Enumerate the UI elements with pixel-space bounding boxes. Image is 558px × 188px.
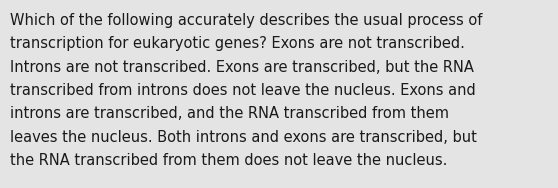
Text: Which of the following accurately describes the usual process of: Which of the following accurately descri… (10, 13, 483, 28)
Text: transcription for eukaryotic genes? Exons are not transcribed.: transcription for eukaryotic genes? Exon… (10, 36, 465, 52)
Text: leaves the nucleus. Both introns and exons are transcribed, but: leaves the nucleus. Both introns and exo… (10, 130, 477, 145)
Text: the RNA transcribed from them does not leave the nucleus.: the RNA transcribed from them does not l… (10, 153, 448, 168)
Text: introns are transcribed, and the RNA transcribed from them: introns are transcribed, and the RNA tra… (10, 106, 449, 121)
Text: Introns are not transcribed. Exons are transcribed, but the RNA: Introns are not transcribed. Exons are t… (10, 60, 474, 75)
Text: transcribed from introns does not leave the nucleus. Exons and: transcribed from introns does not leave … (10, 83, 476, 98)
